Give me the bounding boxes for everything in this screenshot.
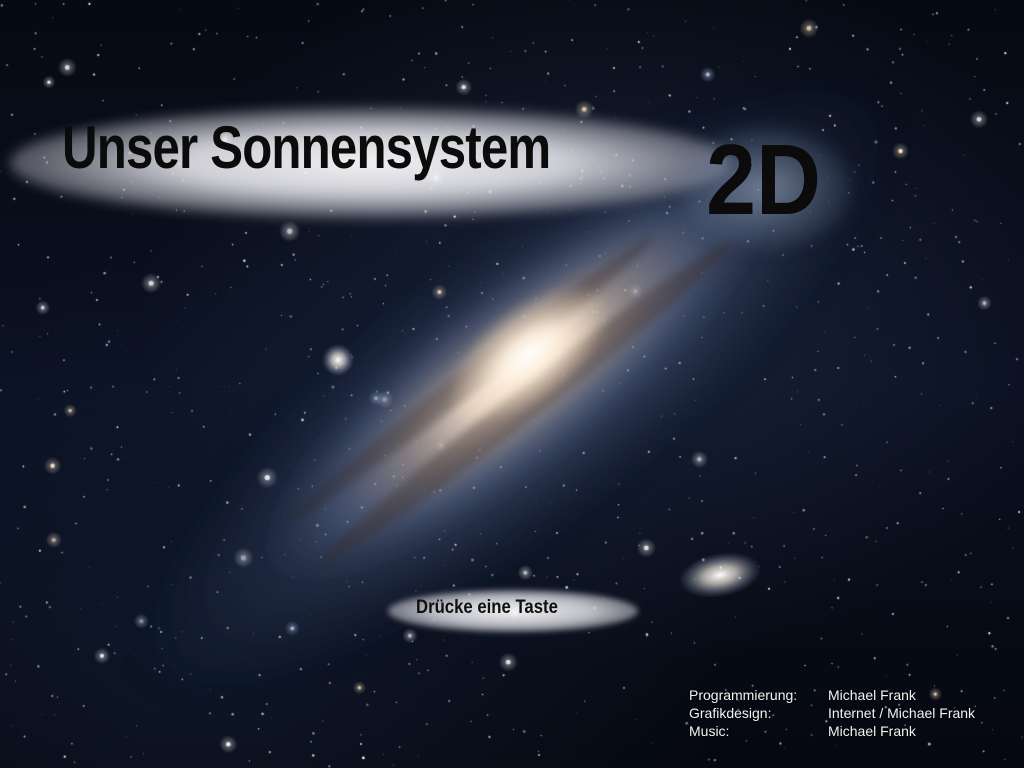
credit-label: Music: bbox=[689, 723, 730, 739]
credit-value: Internet / Michael Frank bbox=[828, 705, 976, 721]
credit-label: Grafikdesign: bbox=[689, 705, 772, 721]
press-any-key-prompt[interactable]: Drücke eine Taste bbox=[416, 597, 558, 618]
credit-value: Michael Frank bbox=[828, 723, 916, 739]
credit-value: Michael Frank bbox=[828, 687, 916, 703]
press-key-glow bbox=[388, 590, 638, 632]
credit-label: Programmierung: bbox=[689, 687, 798, 703]
credit-row-programming: Programmierung: Michael Frank bbox=[689, 686, 975, 704]
title-2d-glow bbox=[680, 128, 850, 248]
credits: Programmierung: Michael Frank Grafikdesi… bbox=[689, 686, 975, 740]
game-title: Unser Sonnensystem bbox=[62, 114, 551, 181]
credit-row-music: Music: Michael Frank bbox=[689, 722, 975, 740]
game-title-2d: 2D bbox=[706, 124, 822, 236]
title-glow bbox=[10, 108, 730, 218]
credit-row-graphics: Grafikdesign: Internet / Michael Frank bbox=[689, 704, 975, 722]
